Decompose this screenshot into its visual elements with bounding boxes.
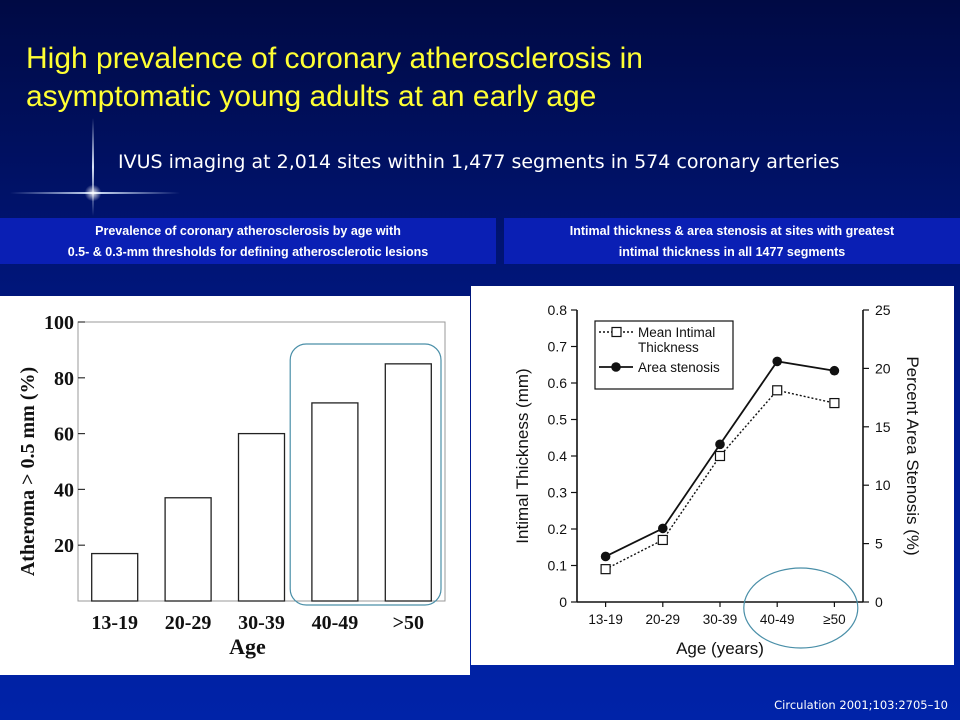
series-line-intimal-thickness: [605, 389, 835, 570]
right-tick-label: 25: [875, 302, 891, 318]
x-tick-label: >50: [393, 612, 424, 634]
intimal-thickness-point: [657, 534, 668, 546]
right-axis-title: Percent Area Stenosis (%): [903, 356, 922, 555]
caption-left: Prevalence of coronary atherosclerosis b…: [0, 218, 496, 264]
bar-chart-panel: 20 40 60 80 100 13-19 20-29 30-39 40-49 >50 Age Ath…: [0, 296, 470, 675]
legend-label-intimal-line2: Thickness: [638, 340, 699, 355]
x-tick-label: ≥50: [823, 612, 845, 627]
area-stenosis-point: [715, 439, 725, 450]
left-tick-label: 0.6: [548, 375, 568, 391]
sparkle-decoration: [92, 118, 94, 216]
area-stenosis-point: [772, 356, 782, 367]
caption-left-line1: Prevalence of coronary atherosclerosis b…: [95, 224, 401, 238]
right-tick-label: 20: [875, 360, 891, 376]
sparkle-decoration: [84, 185, 102, 201]
slide-subtitle: IVUS imaging at 2,014 sites within 1,477…: [118, 151, 840, 173]
bar: [91, 552, 139, 602]
legend-marker-stenosis: [611, 362, 621, 372]
x-axis-title: Age: [229, 634, 266, 659]
x-tick-label: 20-29: [165, 612, 212, 634]
citation: Circulation 2001;103:2705–10: [774, 698, 948, 712]
left-tick-label: 0: [559, 594, 567, 610]
area-stenosis-point: [658, 523, 668, 534]
x-axis-title: Age (years): [676, 639, 764, 658]
caption-right-line1: Intimal thickness & area stenosis at sit…: [569, 224, 895, 238]
left-tick-label: 0.7: [548, 339, 568, 355]
bar: [311, 402, 359, 602]
slide-title-line2: asymptomatic young adults at an early ag…: [26, 80, 597, 113]
intimal-thickness-point: [714, 450, 726, 462]
bar: [384, 363, 432, 602]
x-tick-label: 40-49: [312, 612, 359, 634]
left-tick-label: 0.4: [548, 448, 568, 464]
slide-title: High prevalence of coronary atherosclero…: [26, 40, 926, 116]
x-tick-label: 40-49: [760, 612, 795, 627]
left-tick-label: 0.2: [548, 521, 568, 537]
left-tick-label: 0.1: [548, 558, 568, 574]
y-axis-title: Atheroma > 0.5 mm (%): [17, 367, 39, 576]
intimal-thickness-point: [600, 564, 611, 575]
slide-title-line1: High prevalence of coronary atherosclero…: [26, 42, 643, 75]
highlight-outline: [289, 343, 442, 606]
highlight-outline: [743, 567, 859, 649]
legend-label-stenosis: Area stenosis: [638, 360, 720, 375]
line-chart: 0 0.1 0.2 0.3 0.4 0.5 0.6 0.7 0.8 0 5 10 15 20 25 13-19…: [513, 302, 922, 658]
y-tick-label: 100: [44, 312, 74, 334]
y-tick-label: 60: [54, 424, 74, 446]
intimal-thickness-point: [772, 385, 783, 396]
x-tick-label: 30-39: [238, 612, 285, 634]
x-tick-label: 30-39: [703, 612, 738, 627]
x-tick-label: 13-19: [91, 612, 138, 634]
y-tick-label: 80: [54, 368, 74, 390]
legend-label-intimal-line1: Mean Intimal: [638, 325, 715, 340]
intimal-thickness-point: [829, 397, 840, 409]
caption-right: Intimal thickness & area stenosis at sit…: [504, 218, 960, 264]
right-tick-label: 5: [875, 536, 883, 552]
x-tick-label: 13-19: [588, 612, 623, 627]
left-tick-label: 0.8: [548, 302, 568, 318]
caption-left-line2: 0.5- & 0.3-mm thresholds for defining at…: [67, 245, 429, 259]
left-axis-title: Intimal Thickness (mm): [513, 368, 532, 543]
line-chart-panel: 0 0.1 0.2 0.3 0.4 0.5 0.6 0.7 0.8 0 5 10 15 20 25 13-19…: [471, 286, 954, 665]
x-tick-label: 20-29: [646, 612, 681, 627]
left-tick-label: 0.5: [548, 412, 568, 428]
y-tick-label: 20: [54, 535, 74, 557]
bar: [237, 432, 286, 602]
right-tick-label: 15: [875, 419, 891, 435]
right-tick-label: 0: [875, 594, 883, 610]
caption-right-line2: intimal thickness in all 1477 segments: [618, 245, 846, 259]
area-stenosis-point: [829, 365, 840, 376]
y-tick-label: 40: [54, 479, 74, 501]
bar-chart: 20 40 60 80 100 13-19 20-29 30-39 40-49 >50 Age Ath…: [17, 312, 446, 659]
left-tick-label: 0.3: [548, 485, 568, 501]
legend-marker-intimal: [611, 326, 622, 338]
bar: [164, 497, 212, 602]
right-tick-label: 10: [875, 477, 891, 493]
area-stenosis-point: [600, 551, 611, 562]
